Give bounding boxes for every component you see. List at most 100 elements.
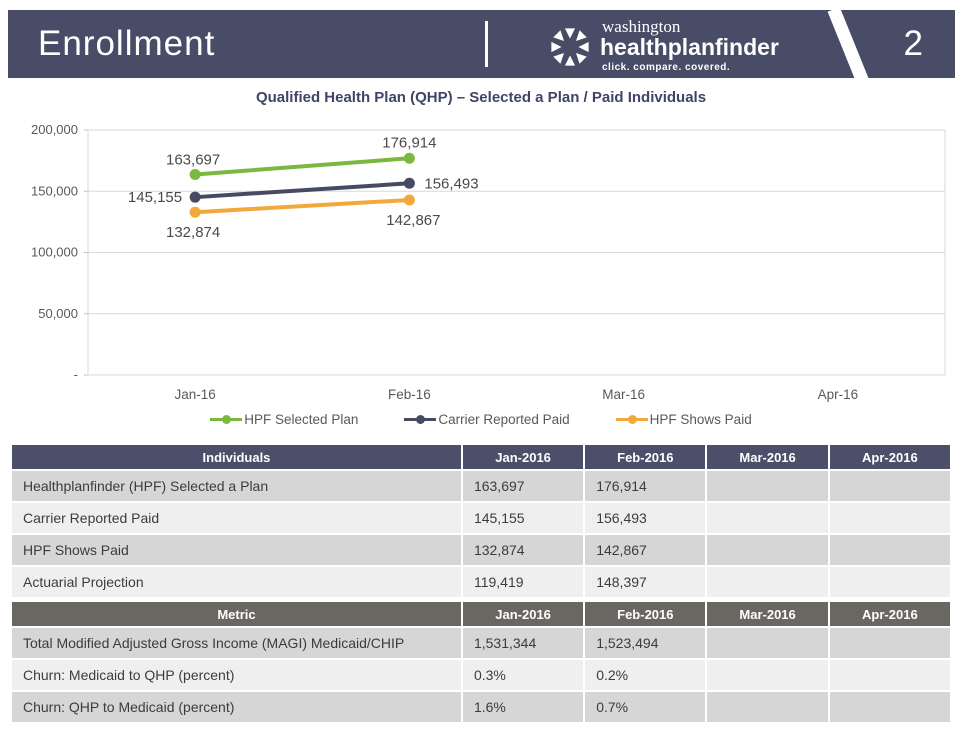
table-header-cell: Feb-2016 <box>585 602 706 626</box>
y-tick-label: 100,000 <box>31 245 78 260</box>
table-cell: 156,493 <box>585 503 706 533</box>
data-point <box>403 194 415 206</box>
table-header-cell: Jan-2016 <box>462 602 584 626</box>
table-header-cell: Metric <box>12 602 461 626</box>
table-row: Carrier Reported Paid 145,155 156,493 <box>12 503 950 533</box>
table-cell <box>707 535 828 565</box>
table-cell <box>707 660 828 690</box>
x-tick-label: Jan-16 <box>174 387 215 402</box>
table-header-cell: Feb-2016 <box>585 445 706 469</box>
table-row: HPF Shows Paid 132,874 142,867 <box>12 535 950 565</box>
line-chart: 200,000 150,000 100,000 50,000 - Jan-16 Feb-16… <box>31 122 946 402</box>
table-header-row: Individuals Jan-2016 Feb-2016 Mar-2016 Apr-2… <box>12 445 950 469</box>
table-header-cell: Mar-2016 <box>707 445 828 469</box>
table-header-row: Metric Jan-2016 Feb-2016 Mar-2016 Apr-2016 <box>12 602 950 626</box>
chart-title: Qualified Health Plan (QHP) – Selected a… <box>255 89 707 106</box>
legend-item: HPF Shows Paid <box>615 412 752 427</box>
page-number: 2 <box>903 24 923 63</box>
legend-item: HPF Selected Plan <box>210 412 358 427</box>
logo-washington: washington <box>602 17 681 36</box>
legend-label: HPF Selected Plan <box>244 412 359 427</box>
chart-legend: HPF Selected Plan Carrier Reported Paid HP… <box>0 412 962 427</box>
data-point <box>189 206 201 218</box>
table-cell: 0.2% <box>585 660 706 690</box>
table-header-cell: Apr-2016 <box>829 445 950 469</box>
x-tick-label: Apr-16 <box>818 387 859 402</box>
table-cell <box>829 503 950 533</box>
legend-marker <box>404 415 437 424</box>
series-line-2 <box>193 197 412 215</box>
legend-marker <box>615 415 648 424</box>
table-row: Total Modified Adjusted Gross Income (MA… <box>12 628 950 658</box>
table-cell <box>829 660 950 690</box>
table-cell: 0.3% <box>462 660 584 690</box>
table-row: Churn: QHP to Medicaid (percent) 1.6% 0.7% <box>12 692 950 722</box>
table-cell <box>707 471 828 501</box>
table-row: Healthplanfinder (HPF) Selected a Plan 16… <box>12 471 950 501</box>
table-cell: 1,531,344 <box>462 628 584 658</box>
logo-text: washington healthplanfinder click. compa… <box>600 18 779 73</box>
header-divider <box>485 21 488 67</box>
data-point <box>403 177 415 189</box>
data-label: 132,874 <box>166 224 220 241</box>
logo-healthplanfinder: healthplanfinder <box>600 34 779 60</box>
y-tick-label: 150,000 <box>31 183 78 198</box>
legend-item: Carrier Reported Paid <box>404 412 570 427</box>
table-cell: Total Modified Adjusted Gross Income (MA… <box>12 628 461 658</box>
series-line-0 <box>193 156 412 177</box>
table-cell: Actuarial Projection <box>12 567 461 597</box>
data-point <box>189 191 201 203</box>
legend-marker <box>210 415 243 424</box>
table-cell: 176,914 <box>585 471 706 501</box>
individuals-table: Individuals Jan-2016 Feb-2016 Mar-2016 Apr-2… <box>10 443 952 599</box>
table-cell <box>829 535 950 565</box>
header-slash-decoration <box>827 6 874 96</box>
table-cell: HPF Shows Paid <box>12 535 461 565</box>
table-cell: 1.6% <box>462 692 584 722</box>
data-label: 156,493 <box>424 175 478 192</box>
table-header-cell: Mar-2016 <box>707 602 828 626</box>
table-cell: Churn: Medicaid to QHP (percent) <box>12 660 461 690</box>
table-cell: 0.7% <box>585 692 706 722</box>
table-row: Churn: Medicaid to QHP (percent) 0.3% 0.2% <box>12 660 950 690</box>
table-cell: 145,155 <box>462 503 584 533</box>
table-cell: 148,397 <box>585 567 706 597</box>
legend-marker-dot <box>222 415 232 424</box>
healthplanfinder-logo: washington healthplanfinder click. compa… <box>548 18 779 73</box>
y-tick-label: 50,000 <box>38 306 78 321</box>
table-header-cell: Jan-2016 <box>462 445 584 469</box>
x-tick-label: Mar-16 <box>602 387 645 402</box>
logo-tagline: click. compare. covered. <box>602 62 731 73</box>
table-cell: Churn: QHP to Medicaid (percent) <box>12 692 461 722</box>
table-cell <box>707 692 828 722</box>
table-cell: 132,874 <box>462 535 584 565</box>
x-tick-label: Feb-16 <box>388 387 431 402</box>
table-cell: 1,523,494 <box>585 628 706 658</box>
header-bar: Enrollment washington healthplanfinder <box>8 6 955 96</box>
data-label: 176,914 <box>382 134 436 151</box>
table-cell <box>829 567 950 597</box>
legend-label: HPF Shows Paid <box>649 412 752 427</box>
table-cell <box>707 628 828 658</box>
table-cell <box>829 471 950 501</box>
page-title: Enrollment <box>38 24 216 63</box>
table-header-cell: Individuals <box>12 445 461 469</box>
table-cell: 142,867 <box>585 535 706 565</box>
healthplanfinder-star-icon <box>551 28 589 66</box>
legend-marker-dot <box>416 415 426 424</box>
table-header-cell: Apr-2016 <box>829 602 950 626</box>
data-label: 145,155 <box>128 189 182 206</box>
legend-label: Carrier Reported Paid <box>438 412 570 427</box>
table-cell <box>707 503 828 533</box>
legend-marker-dot <box>627 415 637 424</box>
metrics-table: Metric Jan-2016 Feb-2016 Mar-2016 Apr-2016 To… <box>10 600 952 724</box>
data-point <box>403 152 415 164</box>
table-cell: Healthplanfinder (HPF) Selected a Plan <box>12 471 461 501</box>
plot-border <box>87 129 946 376</box>
data-point <box>189 168 201 180</box>
table-cell: 119,419 <box>462 567 584 597</box>
y-tick-label: 200,000 <box>31 122 78 137</box>
data-label: 163,697 <box>166 151 220 168</box>
table-cell: Carrier Reported Paid <box>12 503 461 533</box>
